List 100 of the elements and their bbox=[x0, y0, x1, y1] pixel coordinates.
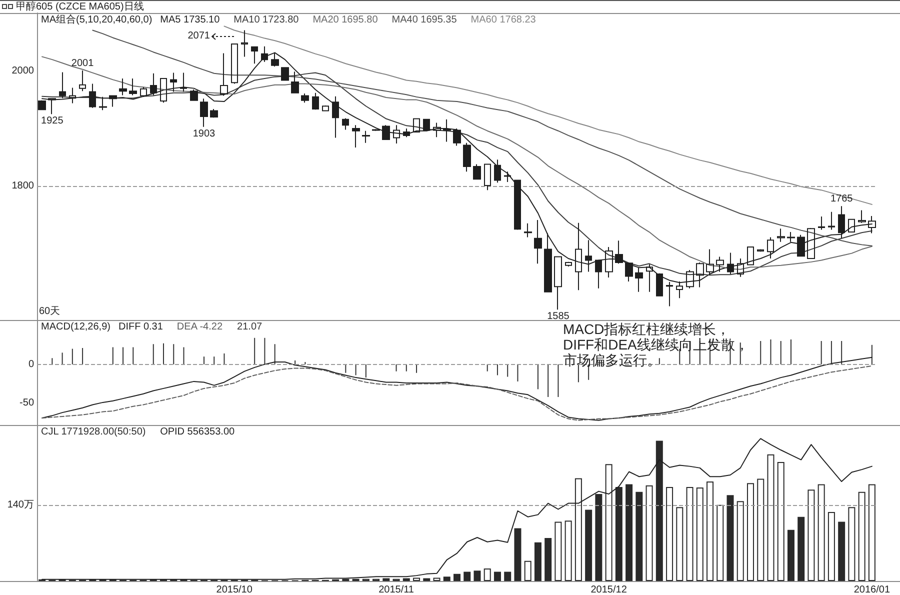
legend-title: MACD(12,26,9) bbox=[41, 322, 110, 332]
candlestick bbox=[109, 95, 117, 108]
y-tick-label: 1800 bbox=[12, 180, 34, 192]
candlestick bbox=[828, 211, 835, 230]
candlestick bbox=[777, 228, 785, 242]
series-label: 21.07 bbox=[237, 322, 263, 332]
candlestick bbox=[423, 118, 430, 132]
candlestick bbox=[200, 98, 208, 128]
bar bbox=[564, 520, 572, 581]
candlestick bbox=[767, 236, 774, 259]
candlestick bbox=[210, 108, 218, 118]
x-tick-label: 2015/11 bbox=[378, 584, 414, 595]
bar bbox=[808, 490, 815, 581]
candlestick bbox=[220, 52, 228, 96]
candlestick bbox=[494, 159, 501, 184]
bar bbox=[464, 572, 471, 581]
candlestick bbox=[190, 88, 198, 101]
text: DIFF 0.31 bbox=[118, 322, 164, 332]
candlestick bbox=[615, 240, 623, 264]
candlestick bbox=[48, 98, 56, 115]
bar bbox=[777, 462, 784, 581]
candlestick bbox=[848, 218, 855, 233]
candlestick bbox=[89, 83, 96, 108]
candlestick bbox=[443, 118, 451, 142]
bar bbox=[474, 570, 481, 581]
candlestick bbox=[484, 164, 491, 191]
candlestick bbox=[514, 180, 521, 230]
bar bbox=[746, 483, 754, 581]
annotation: 2001 bbox=[71, 58, 94, 69]
candlestick bbox=[180, 72, 187, 92]
bar bbox=[676, 507, 684, 581]
candlestick bbox=[524, 222, 532, 238]
candlestick bbox=[585, 240, 592, 272]
candlestick bbox=[818, 216, 825, 230]
candlestick bbox=[605, 246, 613, 278]
bar bbox=[696, 488, 704, 581]
candlestick bbox=[251, 46, 258, 64]
annotation: 1765 bbox=[830, 194, 854, 205]
bar bbox=[646, 485, 653, 581]
bar bbox=[716, 504, 724, 581]
candlestick bbox=[393, 124, 400, 144]
bar bbox=[686, 486, 694, 581]
candlestick bbox=[170, 72, 177, 92]
candlestick bbox=[291, 71, 299, 94]
candlestick bbox=[332, 96, 339, 138]
candlestick bbox=[554, 256, 562, 310]
bar bbox=[798, 516, 805, 581]
candlestick bbox=[312, 92, 319, 110]
bar bbox=[868, 484, 876, 581]
bar bbox=[767, 454, 774, 581]
candlestick bbox=[403, 128, 410, 138]
bar bbox=[838, 522, 846, 581]
candlestick bbox=[838, 206, 845, 239]
candlestick bbox=[757, 248, 764, 252]
bar bbox=[726, 495, 734, 581]
bar bbox=[524, 560, 532, 581]
candlestick bbox=[129, 78, 137, 96]
bar bbox=[534, 542, 542, 581]
y-tick-label: 140万 bbox=[7, 499, 34, 510]
candlestick bbox=[716, 256, 724, 272]
candlestick bbox=[706, 248, 714, 276]
candlestick bbox=[59, 72, 66, 99]
line-series bbox=[224, 26, 872, 205]
x-tick-label: 2015/12 bbox=[590, 584, 628, 595]
candlestick bbox=[322, 105, 329, 112]
candlestick bbox=[99, 96, 107, 111]
bar bbox=[494, 572, 501, 581]
candlestick bbox=[413, 118, 420, 133]
text: CJL 1771928.00(50:50) bbox=[41, 426, 146, 438]
candlestick bbox=[382, 124, 390, 141]
bar bbox=[544, 538, 552, 581]
y-tick-label: -50 bbox=[20, 398, 34, 409]
candlestick bbox=[160, 78, 167, 104]
text: MA10 1723.80 bbox=[234, 14, 300, 26]
candlestick bbox=[69, 87, 76, 104]
candlestick bbox=[342, 118, 349, 130]
annotation: 60天 bbox=[39, 306, 60, 317]
bar bbox=[828, 512, 835, 581]
bar bbox=[554, 522, 562, 581]
bar bbox=[848, 507, 856, 581]
y-tick-label: 2000 bbox=[12, 66, 34, 77]
candlestick bbox=[534, 219, 542, 264]
candlestick bbox=[807, 228, 815, 259]
bar bbox=[454, 574, 460, 581]
bar bbox=[666, 486, 674, 581]
bar bbox=[585, 510, 592, 581]
text: DEA -4.22 bbox=[176, 322, 223, 332]
candlestick bbox=[565, 261, 572, 268]
bar bbox=[757, 478, 764, 581]
annotation: 1585 bbox=[547, 311, 570, 322]
y-tick-label: 0 bbox=[28, 358, 34, 370]
chart-title: 甲醇605 (CZCE MA605)日线 bbox=[16, 0, 144, 12]
candlestick bbox=[362, 130, 370, 144]
bar bbox=[484, 568, 491, 581]
bar bbox=[433, 578, 440, 581]
candlestick bbox=[372, 128, 380, 132]
bar bbox=[443, 576, 450, 581]
x-tick-label: 2016/01 bbox=[854, 584, 890, 595]
candlestick bbox=[150, 72, 157, 96]
annotation: 2071 bbox=[188, 30, 210, 42]
